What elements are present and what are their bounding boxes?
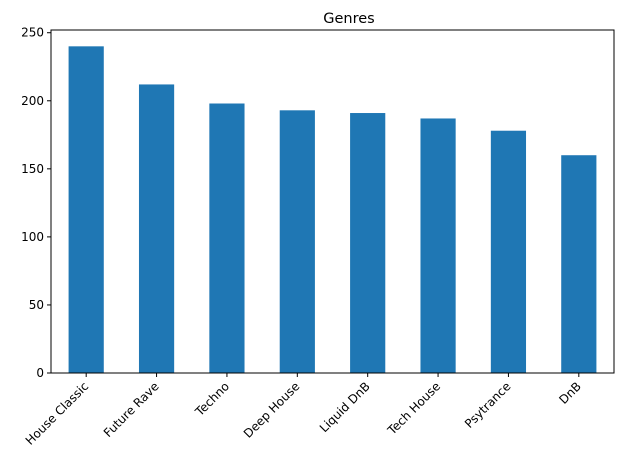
x-tick-label: Liquid DnB (317, 379, 373, 435)
y-tick-label: 150 (21, 162, 44, 176)
x-tick-label: Deep House (241, 379, 303, 441)
y-tick-label: 100 (21, 230, 44, 244)
bar-5 (420, 118, 456, 373)
bar-6 (490, 130, 527, 373)
bar-3 (279, 110, 315, 373)
x-tick-label: Techno (192, 379, 232, 419)
bar-0 (68, 46, 104, 373)
y-tick-label: 50 (29, 298, 44, 312)
x-tick-label: DnB (556, 379, 584, 407)
x-tick-label: House Classic (23, 379, 92, 448)
x-tick-label: Tech House (384, 379, 443, 438)
y-tick-label: 250 (21, 26, 44, 40)
y-axis: 0 50 100 150 200 250 (21, 26, 51, 380)
y-tick-label: 0 (36, 366, 44, 380)
bar-1 (138, 84, 175, 373)
bar-7 (561, 155, 597, 373)
x-tick-label: Psytrance (462, 379, 514, 431)
y-tick-label: 200 (21, 94, 44, 108)
bars-group (68, 46, 597, 373)
chart-title: Genres (323, 11, 374, 27)
bar-4 (350, 113, 386, 373)
plot-frame (50, 29, 615, 374)
bar-2 (209, 103, 245, 373)
x-tick-label: Future Rave (101, 379, 162, 440)
x-axis: House Classic Future Rave Techno Deep House… (23, 373, 584, 448)
